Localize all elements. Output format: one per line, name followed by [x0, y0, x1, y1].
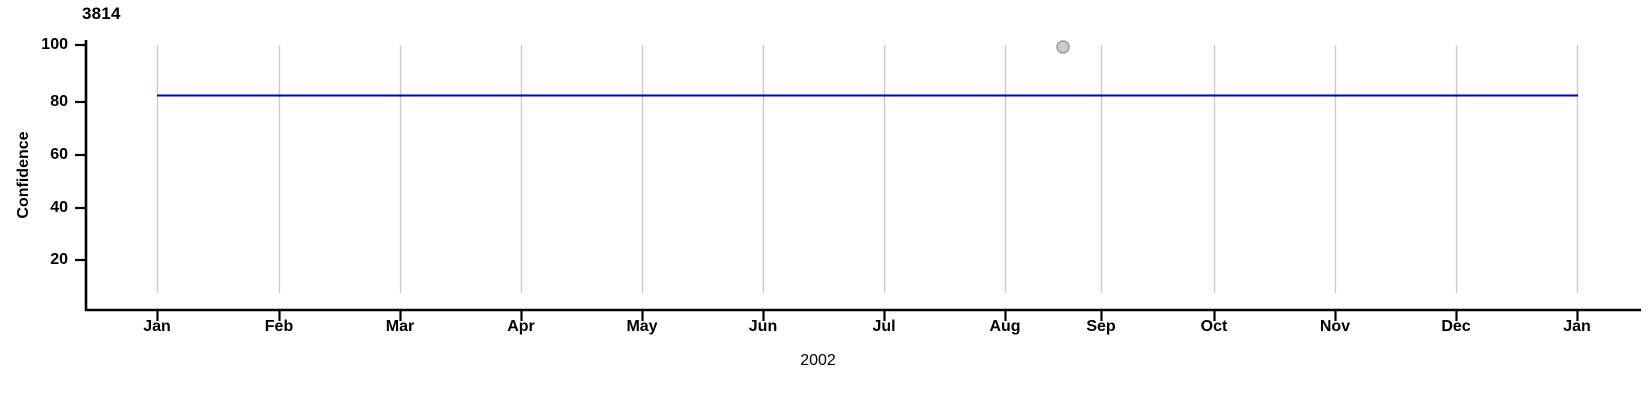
x-tick-label: May — [626, 318, 658, 335]
scatter-point-marker — [1056, 40, 1070, 54]
x-axis-ticks — [156, 310, 1579, 321]
y-tick-label: 60 — [50, 146, 68, 163]
x-tick-label: Jan — [143, 318, 171, 335]
x-tick-label: Dec — [1441, 318, 1471, 335]
chart-title: 3814 — [82, 4, 121, 23]
gridlines — [156, 45, 1579, 293]
y-tick-label: 20 — [50, 251, 68, 268]
x-tick-label: Aug — [989, 318, 1021, 335]
x-tick-label: Feb — [264, 318, 294, 335]
y-tick-label: 80 — [50, 93, 68, 110]
y-axis-ticks — [75, 43, 86, 262]
x-tick-label: Apr — [507, 318, 535, 335]
y-tick-label: 40 — [50, 199, 68, 216]
x-axis-label: 2002 — [800, 352, 836, 369]
x-tick-label: Jul — [872, 318, 896, 335]
x-tick-label: Sep — [1086, 318, 1116, 335]
y-tick-label: 100 — [41, 36, 68, 53]
x-tick-label: Nov — [1319, 318, 1351, 335]
x-tick-label: Jan — [1563, 318, 1591, 335]
x-tick-label: Jun — [748, 318, 778, 335]
x-tick-label: Mar — [385, 318, 415, 335]
x-tick-label: Oct — [1200, 318, 1228, 335]
